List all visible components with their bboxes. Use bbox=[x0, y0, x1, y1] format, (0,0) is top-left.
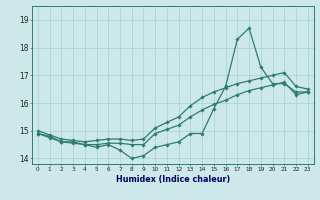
X-axis label: Humidex (Indice chaleur): Humidex (Indice chaleur) bbox=[116, 175, 230, 184]
